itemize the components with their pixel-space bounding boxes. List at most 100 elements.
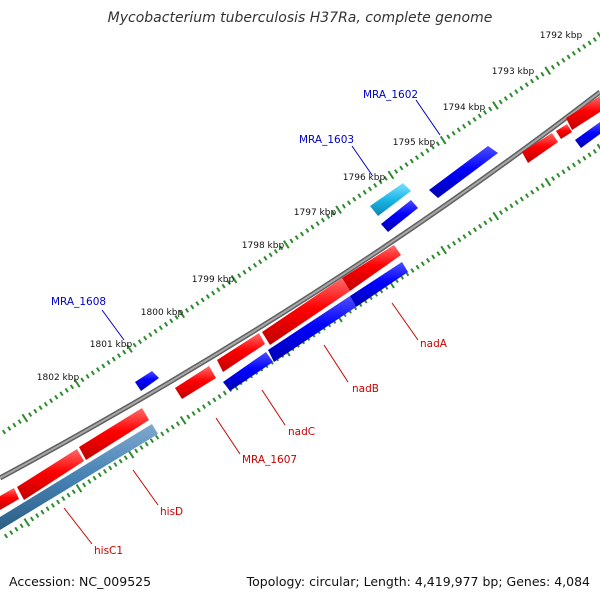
gene-nada[interactable] [342,245,401,291]
ruler-tick [279,245,284,251]
ruler-tick [230,274,238,284]
gene-label-nadc[interactable]: nadC [288,426,315,438]
ruler-tick [451,130,456,136]
ruler-tick [440,245,447,255]
ruler-label-1794: 1794 kbp [443,103,486,113]
gene-label-nada[interactable]: nadA [420,338,448,350]
ruler-tick [184,308,190,313]
ruler-tick [87,479,92,484]
ruler-tick [170,424,175,430]
ruler-tick [535,186,540,192]
gene-hisc1[interactable] [0,424,158,530]
ruler-label-1800: 1800 kbp [141,308,184,318]
ruler-tick [326,214,331,220]
ruler-tick [66,492,71,498]
ruler-tick [556,61,561,67]
ruler-tick [111,356,116,362]
ruler-tick [190,304,195,310]
gene-left-red[interactable] [0,488,19,510]
ruler-tick [509,92,514,98]
gene-mra-1603[interactable] [370,183,411,216]
gene-label-mra-1602[interactable]: MRA_1602 [363,89,418,101]
ruler-tick [367,186,373,192]
gene-nada-cont[interactable] [262,278,350,345]
gene-nadc[interactable] [223,352,273,391]
ruler-tick [561,169,566,175]
ruler-tick [462,234,467,239]
ruler-tick [12,422,17,428]
gene-right-blue[interactable] [575,122,600,148]
ruler-tick [54,394,59,400]
ruler-tick [19,523,24,529]
ruler-tick [387,170,395,180]
ruler-tick [226,280,231,286]
ruler-tick [143,335,148,341]
gene-hisd-cont[interactable] [17,449,84,500]
ruler-tick [40,509,45,515]
gene-mra-1607[interactable] [217,333,265,372]
gene-hisd[interactable] [79,408,149,460]
ruler-tick [488,217,493,222]
ruler-tick [525,193,530,199]
ruler-tick [14,526,19,532]
gene-mra-1602[interactable] [429,146,498,198]
ruler-tick [201,404,207,410]
ruler-tick [431,254,436,260]
ruler-tick [592,37,597,42]
gene-label-hisd[interactable]: hisD [160,506,183,518]
ruler-tick [305,228,310,233]
ruler-tick [7,426,12,431]
ruler-tick [414,155,420,160]
ruler-tick [439,135,447,145]
ruler-tick [148,332,153,338]
ruler-tick [196,407,201,413]
ruler-tick [23,518,31,527]
gene-right-red-1[interactable] [522,133,558,163]
ruler-tick [571,162,576,168]
ruler-tick [165,428,170,433]
gene-mra-1608[interactable] [135,371,159,391]
ruler-tick [149,438,154,444]
gene-label-leaders [63,99,441,545]
ruler-tick [582,155,587,161]
ruler-tick [472,227,477,233]
gene-label-hisc1[interactable]: hisC1 [94,545,123,557]
gene-right-red-2[interactable] [556,124,572,139]
ruler-tick [331,210,336,216]
gene-mra-1603-adjacent[interactable] [381,200,418,232]
ruler-tick [106,360,111,365]
gene-label-mra-1608[interactable]: MRA_1608 [51,296,106,308]
ruler-tick [191,411,196,416]
ruler-tick [247,266,252,272]
ruler-tick [492,211,500,221]
accession-text: Accession: NC_009525 [9,574,151,589]
gene-right-red-3[interactable] [566,96,600,130]
ruler-tick [174,314,179,320]
ruler-tick [113,462,118,467]
outer-ruler-ticks [1,31,600,435]
ruler-tick [566,166,571,171]
gene-label-mra-1607[interactable]: MRA_1607 [242,454,297,466]
genome-summary-text: Topology: circular; Length: 4,419,977 bp… [246,574,590,589]
gene-nadb-cont[interactable] [268,296,356,362]
ruler-label-1792: 1792 kbp [540,31,583,41]
gene-nadb[interactable] [350,262,408,307]
gene-label-mra-1603[interactable]: MRA_1603 [299,134,354,146]
ruler-tick [69,384,75,390]
gene-small-red[interactable] [175,366,216,399]
ruler-tick [45,506,50,512]
ruler-tick [436,251,441,256]
ruler-tick [144,441,149,447]
ruler-tick [587,40,592,46]
ruler-tick [35,513,40,518]
gene-label-nadb[interactable]: nadB [352,383,379,395]
genome-backbone [0,90,600,481]
ruler-tick [28,412,33,418]
ruler-tick [221,283,226,289]
ruler-tick [102,468,108,474]
ruler-tick [529,78,535,84]
ruler-tick [509,203,514,209]
ruler-tick [175,421,180,427]
ruler-tick [456,127,461,133]
